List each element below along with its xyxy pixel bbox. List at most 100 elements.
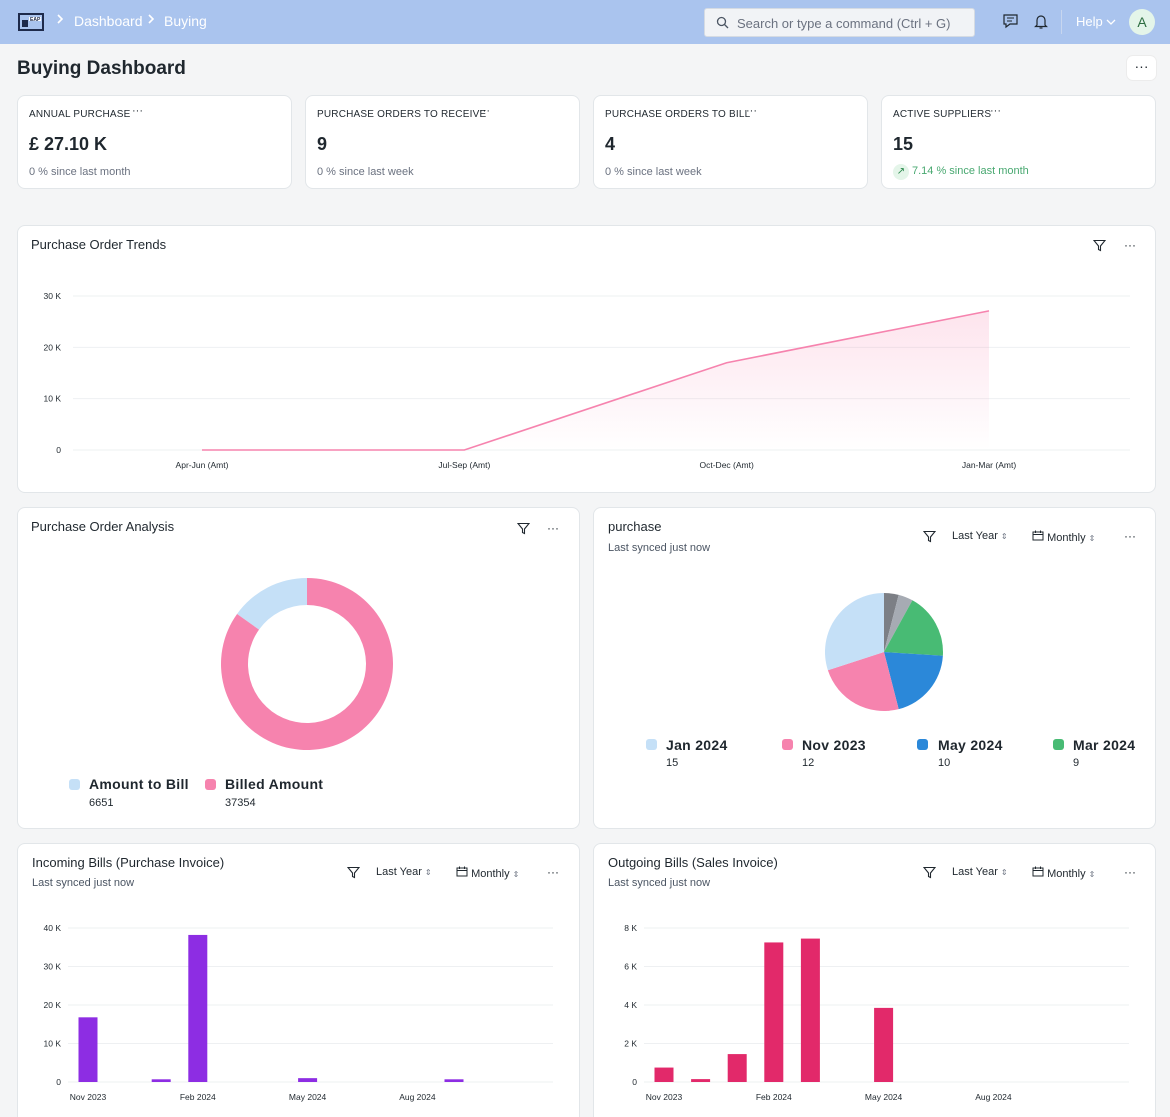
chart-title: Purchase Order Trends xyxy=(31,237,167,252)
y-tick-label: 30 K xyxy=(44,291,62,301)
card-stat: ↗ 7.14 % since last month xyxy=(893,164,1029,180)
chart-menu-button[interactable]: ··· xyxy=(547,865,559,879)
number-card-orders-to-bill[interactable]: PURCHASE ORDERS TO BILL ··· 4 0 % since … xyxy=(593,95,868,189)
card-stat: 0 % since last week xyxy=(605,166,702,178)
search-icon xyxy=(716,16,729,29)
bar xyxy=(800,938,820,1082)
app-logo[interactable]: EAP xyxy=(18,12,44,32)
legend-value: 37354 xyxy=(225,797,256,809)
sync-status: Last synced just now xyxy=(32,877,135,889)
help-label: Help xyxy=(1076,14,1103,29)
bar xyxy=(151,1079,171,1082)
card-title: PURCHASE ORDERS TO RECEIVE xyxy=(317,109,487,120)
calendar-icon xyxy=(1032,866,1044,877)
bar xyxy=(874,1007,894,1082)
legend-value: 15 xyxy=(666,757,679,769)
bar xyxy=(654,1067,674,1082)
card-menu-button[interactable]: ··· xyxy=(990,105,1001,117)
y-tick-label: 0 xyxy=(56,1077,61,1087)
x-tick-label: Feb 2024 xyxy=(180,1092,216,1102)
period-select[interactable]: Last Year ⇕ xyxy=(952,866,1008,878)
chat-icon[interactable] xyxy=(1002,13,1019,34)
interval-select[interactable]: Monthly ⇕ xyxy=(1032,866,1095,880)
legend-label: Billed Amount xyxy=(225,776,324,792)
x-tick-label: Aug 2024 xyxy=(399,1092,436,1102)
card-value: 15 xyxy=(893,134,914,154)
sort-arrows-icon: ⇕ xyxy=(1088,870,1096,879)
x-tick-label: Feb 2024 xyxy=(756,1092,792,1102)
bar xyxy=(78,1017,98,1082)
legend-value: 12 xyxy=(802,757,815,769)
card-menu-button[interactable]: ··· xyxy=(132,105,143,117)
breadcrumb-buying[interactable]: Buying xyxy=(164,13,207,29)
chart-card-purchase-order-trends: Purchase Order Trends ··· 0 10 K 20 K 30 K A… xyxy=(17,225,1156,493)
chart-title: purchase xyxy=(608,519,662,534)
legend-swatch xyxy=(69,779,80,790)
search-box[interactable] xyxy=(704,8,975,37)
outgoing-bar-chart: 0 2 K 4 K 6 K 8 K Nov 2023 Feb 2024 May 2024 Aug… xyxy=(624,923,1129,1102)
breadcrumb-dashboard[interactable]: Dashboard xyxy=(74,13,143,29)
svg-text:EAP: EAP xyxy=(30,17,41,23)
period-select[interactable]: Last Year ⇕ xyxy=(952,530,1008,542)
legend-swatch xyxy=(782,739,793,750)
card-stat: 0 % since last month xyxy=(29,166,131,178)
filter-icon[interactable] xyxy=(922,530,937,546)
legend-swatch xyxy=(1053,739,1064,750)
search-input[interactable] xyxy=(737,14,967,32)
pie-slice xyxy=(884,600,943,656)
card-value: £ 27.10 K xyxy=(29,134,108,154)
legend-value: 9 xyxy=(1073,757,1080,769)
period-label: Last Year xyxy=(952,866,998,878)
chevron-right-icon xyxy=(55,12,65,29)
chart-menu-button[interactable]: ··· xyxy=(1124,238,1136,252)
card-title: PURCHASE ORDERS TO BILL xyxy=(605,109,751,120)
number-card-orders-to-receive[interactable]: PURCHASE ORDERS TO RECEIVE ··· 9 0 % sin… xyxy=(305,95,580,189)
x-tick-label: Oct-Dec (Amt) xyxy=(700,460,754,470)
sort-arrows-icon: ⇕ xyxy=(1000,532,1008,541)
interval-select[interactable]: Monthly ⇕ xyxy=(456,866,519,880)
bell-icon[interactable] xyxy=(1033,13,1049,35)
period-select[interactable]: Last Year ⇕ xyxy=(376,866,432,878)
interval-label: Monthly xyxy=(1047,532,1086,544)
x-tick-label: Apr-Jun (Amt) xyxy=(176,460,229,470)
legend-label: Jan 2024 xyxy=(666,737,728,753)
legend-swatch xyxy=(205,779,216,790)
chart-menu-button[interactable]: ··· xyxy=(1124,865,1136,879)
chart-menu-button[interactable]: ··· xyxy=(1124,529,1136,543)
pie-slice xyxy=(825,593,884,671)
interval-select[interactable]: Monthly ⇕ xyxy=(1032,530,1095,544)
y-tick-label: 0 xyxy=(56,445,61,455)
y-tick-label: 40 K xyxy=(44,923,62,933)
bar xyxy=(444,1079,464,1082)
chart-card-purchase-order-analysis: Purchase Order Analysis ··· Amount to Bi… xyxy=(17,507,580,829)
filter-icon[interactable] xyxy=(346,866,361,882)
card-menu-button[interactable]: ··· xyxy=(746,105,757,117)
filter-icon[interactable] xyxy=(922,866,937,882)
help-menu[interactable]: Help xyxy=(1076,14,1116,29)
filter-icon[interactable] xyxy=(516,522,531,538)
card-stat-text: 7.14 % since last month xyxy=(912,165,1029,177)
legend-swatch xyxy=(646,739,657,750)
card-menu-button[interactable]: ··· xyxy=(479,105,490,117)
chart-menu-button[interactable]: ··· xyxy=(547,521,559,535)
x-tick-label: May 2024 xyxy=(865,1092,903,1102)
page-menu-button[interactable]: ··· xyxy=(1127,56,1156,80)
chart-title: Outgoing Bills (Sales Invoice) xyxy=(608,855,778,870)
sync-status: Last synced just now xyxy=(608,877,711,889)
filter-icon[interactable] xyxy=(1092,239,1107,255)
legend-label: May 2024 xyxy=(938,737,1003,753)
calendar-icon xyxy=(1032,530,1044,541)
pie-slice xyxy=(884,594,913,652)
y-tick-label: 6 K xyxy=(624,962,637,972)
chart-title: Incoming Bills (Purchase Invoice) xyxy=(32,855,225,870)
number-card-active-suppliers[interactable]: ACTIVE SUPPLIERS ··· 15 ↗ 7.14 % since la… xyxy=(881,95,1156,189)
legend-value: 6651 xyxy=(89,797,114,809)
incoming-bar-chart: 0 10 K 20 K 30 K 40 K Nov 2023 Feb 2024 May 202… xyxy=(44,923,553,1102)
number-card-annual-purchase[interactable]: ANNUAL PURCHASE ··· £ 27.10 K 0 % since … xyxy=(17,95,292,189)
navbar-divider xyxy=(1061,10,1062,34)
chevron-down-icon xyxy=(1106,19,1116,25)
y-tick-label: 30 K xyxy=(44,962,62,972)
analysis-donut-chart xyxy=(221,578,393,750)
avatar[interactable]: A xyxy=(1129,9,1155,35)
x-tick-label: Aug 2024 xyxy=(975,1092,1012,1102)
